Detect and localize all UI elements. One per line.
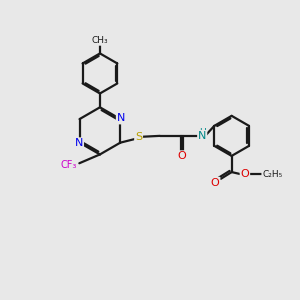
Text: O: O xyxy=(241,169,249,179)
Text: N: N xyxy=(75,138,83,148)
Text: H: H xyxy=(199,128,206,137)
Text: N: N xyxy=(117,113,125,124)
Text: C₂H₅: C₂H₅ xyxy=(262,170,282,179)
Text: CF₃: CF₃ xyxy=(61,160,77,170)
Text: O: O xyxy=(177,151,186,161)
Text: O: O xyxy=(211,178,220,188)
Text: CH₃: CH₃ xyxy=(92,36,108,45)
Text: S: S xyxy=(135,132,142,142)
Text: N: N xyxy=(198,131,206,141)
